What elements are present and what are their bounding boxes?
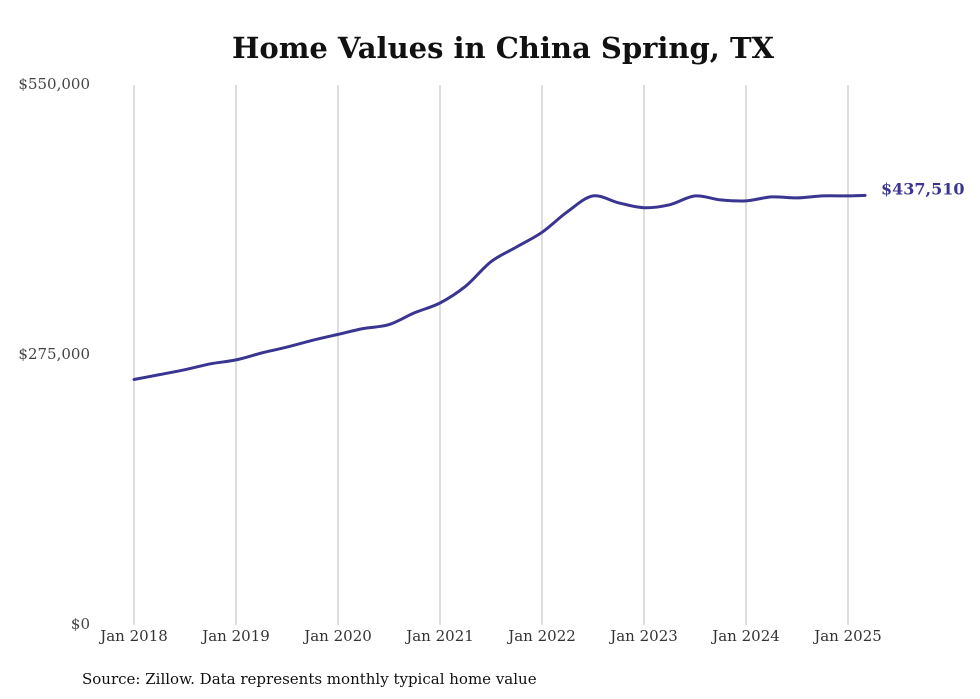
end-value-label: $437,510 <box>881 179 965 198</box>
grid-lines <box>133 85 849 625</box>
x-tick-label: Jan 2019 <box>200 627 270 645</box>
x-tick-label: Jan 2020 <box>302 627 372 645</box>
y-axis-ticks: $0 $275,000 $550,000 <box>18 75 90 633</box>
x-tick-label: Jan 2025 <box>812 627 882 645</box>
series-line-home-value <box>132 193 867 381</box>
y-tick-label: $550,000 <box>18 75 90 93</box>
source-note: Source: Zillow. Data represents monthly … <box>82 670 537 688</box>
x-axis-ticks: Jan 2018 Jan 2019 Jan 2020 Jan 2021 Jan 2022… <box>98 627 882 645</box>
chart-title: Home Values in China Spring, TX <box>232 31 775 65</box>
x-tick-label: Jan 2021 <box>404 627 474 645</box>
y-tick-label: $0 <box>71 615 90 633</box>
x-tick-label: Jan 2018 <box>98 627 168 645</box>
x-tick-label: Jan 2024 <box>710 627 780 645</box>
y-tick-label: $275,000 <box>18 345 90 363</box>
x-tick-label: Jan 2023 <box>608 627 678 645</box>
x-tick-label: Jan 2022 <box>506 627 576 645</box>
